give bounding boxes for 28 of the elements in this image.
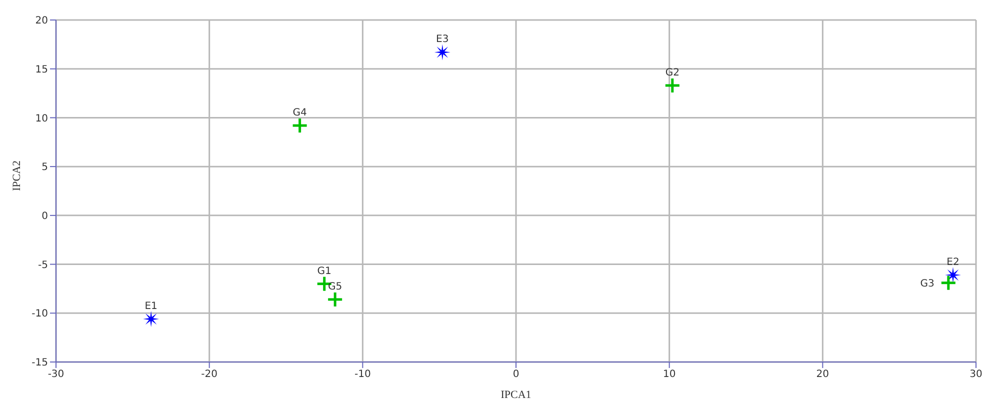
annotation: G2: [665, 67, 680, 78]
y-tick-label: -15: [32, 358, 48, 369]
y-tick-label: 5: [42, 162, 48, 174]
x-tick-label: 10: [662, 369, 676, 380]
x-tick-label: -10: [354, 369, 371, 380]
x-tick-label: 20: [816, 369, 830, 380]
annotation: E2: [946, 257, 960, 268]
y-tick-label: 15: [35, 64, 48, 76]
x-tick-label: -20: [201, 369, 218, 380]
annotation: E1: [144, 301, 158, 312]
annotation: G1: [317, 266, 332, 277]
annotation: G5: [328, 281, 342, 292]
x-tick-label: 0: [512, 369, 520, 380]
y-tick-label: 0: [42, 210, 48, 222]
annotation: G4: [292, 108, 307, 119]
y-tick-label: -5: [38, 260, 48, 271]
annotation: E3: [436, 34, 449, 46]
x-axis-title: IPCA1: [500, 389, 532, 401]
x-tick-label: 30: [970, 369, 982, 380]
point: [434, 44, 450, 60]
y-tick-label: -10: [32, 308, 48, 320]
annotation: G3: [920, 278, 934, 290]
y-tick-label: 20: [35, 16, 48, 27]
x-tick-label: -30: [48, 369, 64, 380]
y-tick-label: 10: [35, 113, 48, 124]
y-axis-title: IPCA2: [10, 160, 23, 191]
point: [143, 311, 160, 328]
point: [945, 267, 961, 284]
